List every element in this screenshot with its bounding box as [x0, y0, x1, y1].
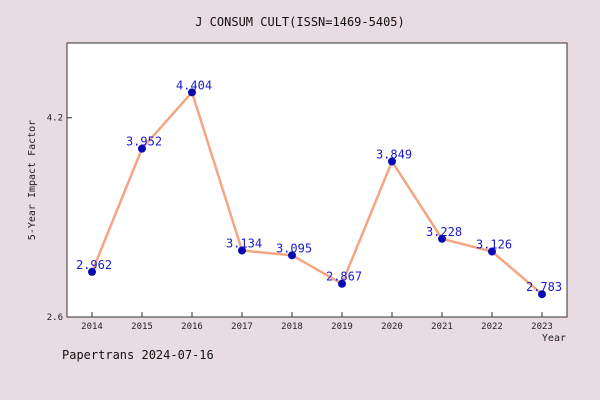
data-point	[138, 144, 146, 153]
plot-area	[66, 42, 568, 318]
data-point	[538, 290, 546, 299]
data-point	[338, 279, 346, 288]
data-point	[238, 246, 246, 255]
x-tick-label: 2017	[231, 322, 253, 332]
data-point	[488, 247, 496, 256]
x-tick-label: 2019	[331, 322, 353, 332]
y-tick-label: 4.2	[47, 114, 63, 124]
data-label: 3.134	[226, 236, 262, 250]
data-label: 3.849	[376, 147, 412, 161]
series-line	[90, 89, 543, 296]
footer-credit: Papertrans 2024-07-16	[62, 348, 214, 362]
chart-title: J CONSUM CULT(ISSN=1469-5405)	[195, 15, 405, 29]
x-axis: 2014 2015 2016 2017 2018 2019 2020 2021 2022 2023	[81, 312, 553, 332]
y-tick-label: 2.6	[47, 313, 63, 323]
data-label: 2.867	[326, 270, 362, 284]
data-label: 2.783	[526, 280, 562, 294]
x-tick-label: 2020	[381, 322, 403, 332]
data-point	[438, 234, 446, 243]
y-axis: 2.6 4.2	[47, 114, 72, 323]
data-label: 3.228	[426, 225, 462, 239]
x-tick-label: 2022	[481, 322, 503, 332]
data-label: 3.952	[126, 135, 162, 149]
data-label: 4.404	[176, 78, 212, 92]
x-tick-label: 2023	[531, 322, 553, 332]
y-axis-label: 5-Year Impact Factor	[27, 120, 38, 240]
series-group: 2.962 3.952 4.404 3.134 3.095 2.867 3.849 3.228…	[76, 78, 562, 299]
data-label: 2.962	[76, 258, 112, 272]
data-point	[88, 267, 96, 276]
x-tick-label: 2018	[281, 322, 303, 332]
x-axis-label: Year	[542, 333, 566, 344]
x-tick-label: 2016	[181, 322, 203, 332]
data-point	[388, 157, 396, 166]
data-label: 3.126	[476, 237, 512, 251]
x-tick-label: 2021	[431, 322, 453, 332]
x-tick-label: 2014	[81, 322, 103, 332]
data-point	[288, 251, 296, 260]
x-tick-label: 2015	[131, 322, 153, 332]
data-point	[188, 88, 196, 97]
data-label: 3.095	[276, 241, 312, 255]
